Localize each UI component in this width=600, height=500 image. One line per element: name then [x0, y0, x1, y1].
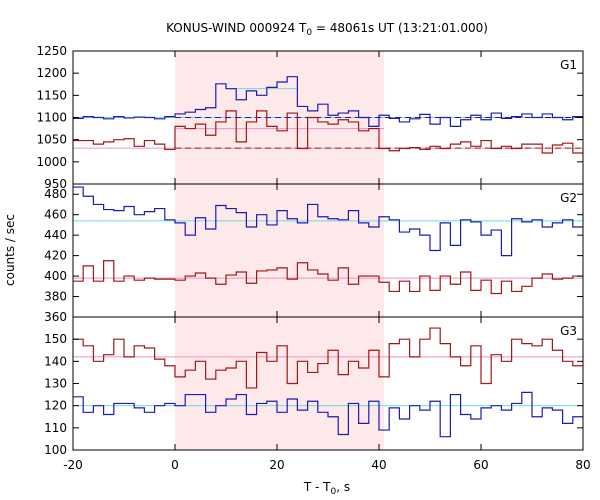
xtick-label: -20	[63, 458, 83, 472]
x-axis-label-subscript: 0	[331, 487, 337, 497]
panel-g3-ytick-label: 110	[44, 421, 67, 435]
x-axis-label-main: T - T	[303, 480, 331, 494]
chart-title: KONUS-WIND 000924 T0 = 48061s UT (13:21:…	[166, 21, 488, 38]
panel-g3-ytick-label: 120	[44, 399, 67, 413]
panel-g2-ytick-label: 440	[44, 228, 67, 242]
panel-g1-ytick-label: 1150	[36, 88, 67, 102]
chart-title-main: KONUS-WIND 000924 T	[166, 21, 307, 35]
xtick-label: 40	[371, 458, 386, 472]
panel-g2-ytick-label: 480	[44, 187, 67, 201]
panel-g2-ytick-label: 400	[44, 269, 67, 283]
y-axis-label: counts / sec	[3, 214, 17, 286]
panel-g2-ytick-label: 360	[44, 310, 67, 324]
panel-g1-ytick-label: 950	[44, 177, 67, 191]
panel-g3-label: G3	[560, 324, 577, 338]
panel-g2-series-blue	[73, 186, 583, 257]
panel-g3-ytick-label: 140	[44, 354, 67, 368]
panel-g3-series-red	[73, 327, 583, 389]
xtick-label: 20	[269, 458, 284, 472]
chart-title-subscript: 0	[306, 28, 312, 38]
panel-g1-ytick-label: 1100	[36, 111, 67, 125]
xtick-label: 0	[171, 458, 179, 472]
xtick-label: 60	[473, 458, 488, 472]
panel-g2-ytick-label: 420	[44, 249, 67, 263]
chart-title-rest: = 48061s UT (13:21:01.000)	[312, 21, 488, 35]
panel-g3-series-blue	[73, 391, 583, 438]
panel-g3-ytick-label: 150	[44, 332, 67, 346]
panel-g3-ytick-label: 130	[44, 377, 67, 391]
panel-g1-series-red	[73, 110, 583, 154]
panel-g1-series-blue	[73, 76, 583, 127]
panel-g2-label: G2	[560, 191, 577, 205]
x-axis-label: T - T0, s	[303, 480, 350, 497]
panel-g1-ytick-label: 1200	[36, 66, 67, 80]
panel-g2-ytick-label: 460	[44, 208, 67, 222]
panel-g3-ytick-label: 100	[44, 443, 67, 457]
tick-layer: G1950100010501100115012001250G2360380400…	[36, 44, 590, 472]
x-axis-label-rest: , s	[336, 480, 350, 494]
xtick-label: 80	[575, 458, 590, 472]
panel-g1-ytick-label: 1250	[36, 44, 67, 58]
panel-g1-ytick-label: 1050	[36, 133, 67, 147]
panel-g2-ytick-label: 380	[44, 290, 67, 304]
series-layer	[73, 76, 583, 438]
panel-g2-series-red	[73, 260, 583, 295]
panel-g1-ytick-label: 1000	[36, 155, 67, 169]
panel-g1-label: G1	[560, 58, 577, 72]
